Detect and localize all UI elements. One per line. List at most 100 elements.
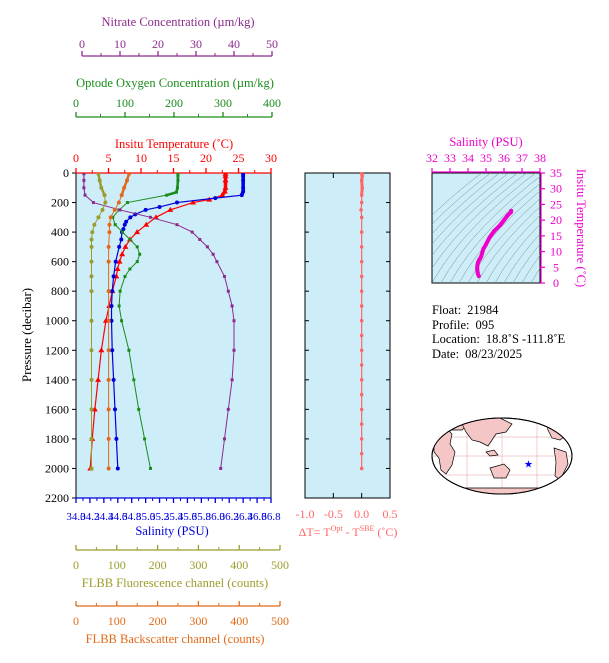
data-point — [82, 186, 86, 190]
isopycnal-line — [432, 173, 500, 235]
temperature-tick-label: 5 — [106, 151, 112, 165]
oxygen-tick-label: 0 — [73, 96, 79, 110]
data-point — [119, 193, 124, 198]
temperature-tick-label: 20 — [200, 151, 212, 165]
delta-tick-label: -1.0 — [296, 507, 315, 521]
salinity-tick-label: 36.0 — [206, 511, 226, 523]
delta-t-point — [359, 215, 364, 220]
location-row: Location: 18.8˚S -111.8˚E — [432, 332, 566, 347]
data-point — [106, 407, 111, 412]
data-point — [108, 215, 113, 220]
data-point — [138, 252, 142, 256]
delta-t-point — [359, 304, 364, 308]
data-point — [118, 289, 122, 293]
data-point — [176, 178, 180, 182]
data-point — [148, 466, 152, 470]
data-point — [107, 230, 112, 235]
ts-point — [475, 266, 480, 271]
data-point — [96, 215, 101, 220]
ts-x-tick-label: 36 — [498, 151, 510, 165]
data-point — [109, 303, 114, 308]
data-point — [198, 237, 202, 241]
delta-t-point — [359, 289, 364, 293]
data-point — [143, 437, 147, 441]
nitrate-axis-title: Nitrate Concentration (µm/kg) — [102, 15, 255, 29]
ts-y-tick-label: 35 — [550, 166, 562, 180]
data-point — [215, 260, 219, 264]
ts-panel: Salinity (PSU) 32 33 34 35 36 37 3805101520253… — [426, 135, 588, 290]
data-point — [98, 347, 105, 353]
data-point — [89, 259, 94, 264]
data-point — [117, 304, 121, 308]
isopycnal-line — [432, 173, 518, 256]
backscatter-axis: 0 100 200 300 400 500 FLBB Backscatter channe… — [73, 601, 289, 646]
pressure-tick-label: 1600 — [45, 402, 69, 416]
data-point — [119, 237, 124, 242]
data-point — [123, 274, 127, 278]
delta-t-point — [359, 200, 364, 205]
data-point — [89, 289, 94, 294]
ts-y-tick-label: 10 — [550, 245, 562, 259]
temperature-tick-label: 25 — [233, 151, 245, 165]
data-point — [127, 173, 132, 176]
salinity-tick-label: 36.4 — [234, 511, 254, 523]
oxygen-tick-label: 400 — [263, 96, 281, 110]
delta-t-point — [360, 174, 365, 178]
data-point — [106, 377, 111, 382]
data-point — [92, 222, 97, 227]
temperature-tick-label: 15 — [168, 151, 180, 165]
data-point — [219, 192, 226, 198]
float-info-block: Float: 21984 Profile: 095 Location: 18.8˚S … — [432, 303, 565, 361]
profile-row: Profile: 095 — [432, 317, 495, 332]
data-point — [222, 184, 229, 190]
ts-y-tick-label: 30 — [550, 182, 562, 196]
temperature-tick-label: 10 — [135, 151, 147, 165]
temperature-axis-title: Insitu Temperature (˚C) — [115, 137, 233, 151]
data-point — [143, 221, 150, 227]
delta-t-point — [359, 259, 364, 264]
isopycnal-line — [485, 214, 540, 283]
isopycnal-line — [432, 173, 509, 245]
data-point — [114, 266, 121, 272]
data-point — [90, 230, 95, 235]
delta-t-plot-area — [304, 172, 391, 499]
data-point — [157, 204, 162, 209]
backscatter-tick-label: 300 — [189, 614, 207, 628]
backscatter-tick-label: 200 — [149, 614, 167, 628]
data-point — [122, 243, 129, 249]
pressure-tick-label: 2200 — [45, 491, 69, 505]
salinity-tick-label: 35.2 — [150, 511, 169, 523]
data-point — [211, 252, 215, 256]
isopycnal-line — [521, 255, 540, 283]
data-point — [89, 466, 94, 471]
delta-t-point — [359, 348, 364, 353]
data-point — [241, 173, 246, 178]
data-point — [82, 178, 86, 182]
oxygen-tick-label: 200 — [165, 96, 183, 110]
fluorescence-tick-label: 200 — [149, 558, 167, 572]
data-point — [148, 215, 152, 219]
delta-t-point — [359, 378, 364, 382]
data-point — [132, 378, 136, 382]
data-point — [112, 207, 117, 212]
ts-x-tick-label: 35 — [480, 151, 492, 165]
salinity-tick-label: 36.6 — [247, 511, 267, 523]
data-point — [125, 201, 129, 205]
ts-x-tick-label: 37 — [516, 151, 528, 165]
ts-point — [502, 218, 506, 223]
pressure-tick-label: 400 — [51, 225, 69, 239]
data-point — [95, 376, 102, 382]
data-point — [89, 274, 94, 279]
isopycnal-line — [440, 176, 540, 283]
float-location-marker: ★ — [524, 459, 533, 470]
isopycnal-line — [432, 173, 536, 283]
fluorescence-tick-label: 100 — [108, 558, 126, 572]
data-point — [106, 348, 111, 353]
salinity-tick-label: 35.4 — [164, 511, 184, 523]
fluorescence-tick-label: 0 — [73, 558, 79, 572]
profile-series-layer — [82, 173, 246, 471]
ts-y-tick-label: 5 — [553, 260, 559, 274]
pressure-axis-title: Pressure (decibar) — [19, 288, 34, 382]
series-flbb — [106, 173, 132, 471]
data-point — [222, 173, 229, 178]
